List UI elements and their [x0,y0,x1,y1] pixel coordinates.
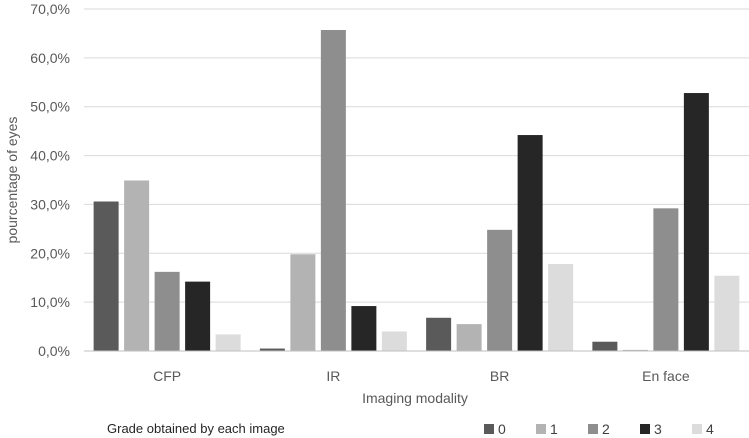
x-tick-label: BR [490,368,509,384]
x-axis-title: Imaging modality [362,390,468,406]
legend-label: 3 [654,421,662,437]
legend-swatch [588,424,598,434]
y-tick-label: 50,0% [30,99,70,115]
x-tick-label: CFP [153,368,181,384]
y-tick-label: 60,0% [30,50,70,66]
y-tick-label: 20,0% [30,245,70,261]
x-tick-label: En face [642,368,690,384]
legend-title: Grade obtained by each image [107,421,285,436]
y-tick-label: 10,0% [30,294,70,310]
legend-swatch [692,424,702,434]
gridlines [84,8,749,303]
bar [517,135,543,351]
bar [592,341,618,351]
bar [426,317,452,351]
bar [215,334,241,351]
bar [456,324,482,351]
legend-swatch [484,424,494,434]
x-tick-label: IR [326,368,340,384]
legend-swatch [640,424,650,434]
bar [487,229,513,351]
y-axis-title: pourcentage of eyes [4,117,20,244]
y-tick-label: 70,0% [30,1,70,17]
bar [351,306,377,351]
bar [93,201,119,351]
legend-label: 1 [550,421,558,437]
legend-label: 0 [498,421,506,437]
bar [259,348,285,351]
y-tick-label: 30,0% [30,196,70,212]
bar [714,275,740,351]
bar [320,30,346,351]
bar [154,271,180,351]
legend-label: 2 [602,421,610,437]
bar [683,93,709,351]
bar [124,180,150,351]
legend: 0 1 2 3 4 [484,421,714,437]
y-tick-label: 40,0% [30,148,70,164]
x-axis-ticks: CFP IR BR En face [153,368,690,384]
legend-label: 4 [706,421,714,437]
bar [548,264,574,351]
bar [290,254,316,351]
bars [93,30,740,352]
bar [185,281,211,351]
bar [381,331,407,351]
y-tick-label: 0,0% [38,343,70,359]
y-axis-ticks: 0,0% 10,0% 20,0% 30,0% 40,0% 50,0% 60,0% 70,0% [30,1,70,359]
bar [653,208,679,351]
legend-swatch [536,424,546,434]
